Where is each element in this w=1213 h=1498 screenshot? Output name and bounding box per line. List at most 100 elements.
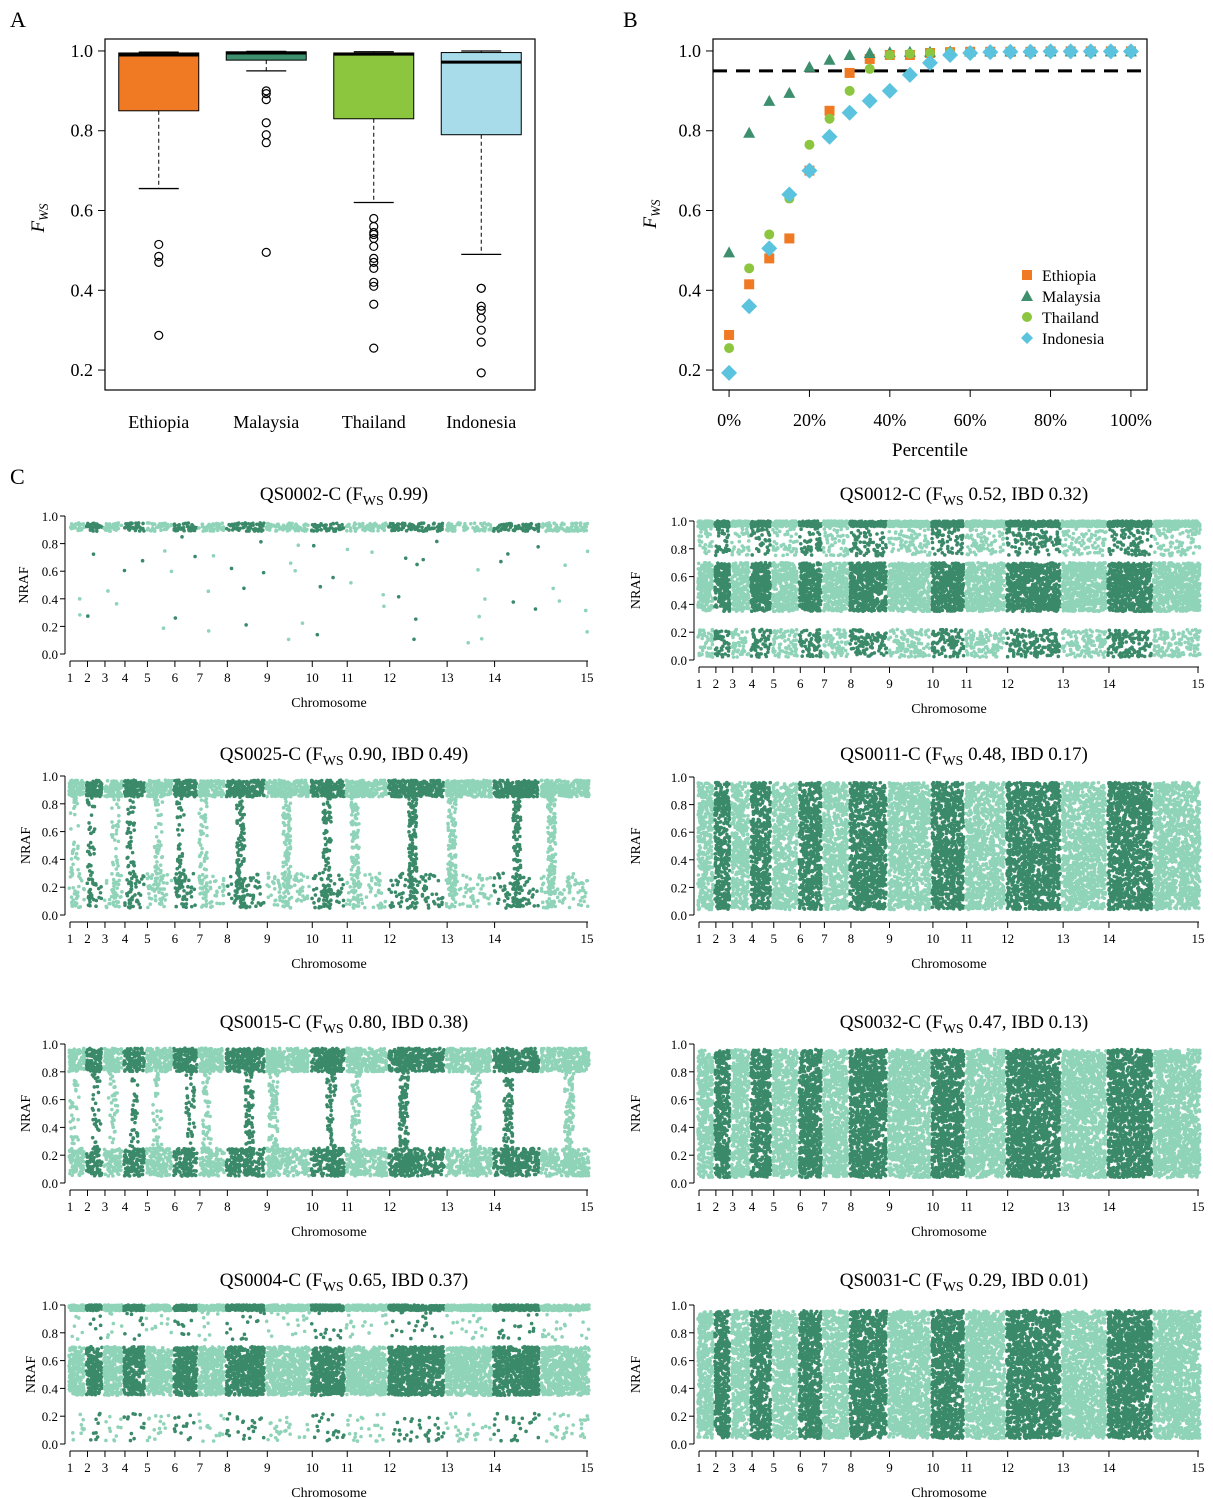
nraf-points-chr7 [197, 1303, 227, 1443]
nraf-x-tick-label: 14 [1102, 1460, 1116, 1475]
outlier-point [369, 343, 379, 353]
nraf-x-tick-label: 1 [67, 931, 74, 946]
nraf-title-sub: WS [943, 1022, 964, 1037]
nraf-x-tick-label: 2 [713, 676, 720, 691]
nraf-y-tick-label: 0.4 [671, 1120, 688, 1135]
x-tick-label: Indonesia [446, 412, 516, 432]
y-tick-label: 0.6 [679, 201, 702, 221]
nraf-x-tick-label: 14 [488, 931, 502, 946]
nraf-points-chr14 [1106, 519, 1154, 659]
nraf-panel: QS0002-C (FWS 0.99) 0.0 0.2 0.4 0.6 0.8 1.0 NRA… [17, 484, 594, 711]
nraf-x-tick-label: 10 [306, 1199, 319, 1214]
nraf-x-label: Chromosome [911, 1225, 986, 1240]
circle-marker [884, 49, 895, 60]
nraf-x-tick-label: 2 [713, 931, 720, 946]
nraf-x-tick-label: 8 [224, 1460, 231, 1475]
nraf-title-sub: WS [323, 1280, 344, 1295]
nraf-x-tick-label: 12 [383, 931, 396, 946]
boxplot-x-ticks: Ethiopia Malaysia Thailand Indonesia [128, 412, 516, 432]
nraf-y-tick-label: 0.0 [671, 653, 687, 668]
x-tick-label: 40% [873, 410, 906, 430]
nraf-x-tick-label: 3 [730, 1199, 737, 1214]
nraf-points-chr11 [963, 519, 1007, 659]
nraf-y-tick-label: 0.6 [671, 570, 688, 585]
nraf-x-tick-label: 2 [84, 670, 91, 685]
legend-label: Ethiopia [1042, 268, 1096, 285]
nraf-y-label: NRAF [19, 827, 34, 865]
nraf-y-tick-label: 0.6 [42, 1354, 59, 1369]
nraf-points-chr4 [749, 1308, 773, 1441]
circle-marker [864, 63, 875, 74]
nraf-x-tick-label: 10 [926, 676, 939, 691]
nraf-x-tick-label: 4 [749, 931, 756, 946]
nraf-points-chr1 [67, 1046, 87, 1178]
nraf-points-chr15 [1151, 780, 1202, 912]
nraf-y-tick-label: 1.0 [42, 509, 58, 524]
outlier-point [369, 241, 379, 252]
nraf-points-chr11 [344, 778, 389, 910]
nraf-points-chr10 [930, 519, 966, 659]
nraf-points-chr1 [67, 778, 87, 910]
nraf-y-tick-label: 0.2 [671, 1409, 687, 1424]
nraf-points-chr8 [848, 780, 889, 912]
nraf-x-tick-label: 13 [441, 670, 454, 685]
nraf-x-tick-label: 12 [383, 1199, 396, 1214]
nraf-x-tick-label: 2 [713, 1199, 720, 1214]
nraf-panel: QS0011-C (FWS 0.48, IBD 0.17) 0.0 0.2 0.4 0.… [629, 744, 1205, 972]
nraf-x-tick-label: 12 [1001, 931, 1014, 946]
outlier-point [369, 229, 379, 240]
diamond-marker [781, 186, 798, 203]
nraf-title-sub: WS [942, 754, 963, 769]
diamond-marker [1102, 43, 1119, 60]
outlier-point [154, 251, 164, 261]
nraf-x-tick-label: 11 [960, 1199, 973, 1214]
nraf-y-tick-label: 0.6 [671, 1093, 688, 1108]
nraf-title-rest: 0.65, IBD 0.37) [344, 1270, 469, 1291]
nraf-points-chr13 [444, 1046, 494, 1178]
nraf-x-tick-label: 3 [102, 1199, 109, 1214]
nraf-y-tick-label: 0.8 [42, 537, 58, 552]
nraf-x-tick-label: 7 [821, 1460, 828, 1475]
nraf-y-tick-label: 0.0 [671, 1176, 687, 1191]
nraf-y-label: NRAF [19, 1095, 34, 1133]
diamond-marker [942, 46, 959, 63]
nraf-x-label: Chromosome [911, 957, 986, 972]
diamond-marker [721, 364, 738, 381]
nraf-points-chr1 [68, 521, 86, 617]
nraf-points-chr2 [84, 1303, 104, 1442]
nraf-points-chr14 [1106, 780, 1154, 912]
nraf-y-label: NRAF [629, 572, 644, 610]
y-tick-label: 0.4 [71, 280, 94, 300]
nraf-x-label: Chromosome [291, 1225, 366, 1240]
nraf-x-tick-label: 7 [197, 931, 204, 946]
nraf-x-tick-label: 1 [696, 676, 703, 691]
diamond-marker [741, 298, 758, 315]
nraf-points-chr4 [122, 521, 146, 573]
nraf-x-tick-label: 10 [926, 1460, 939, 1475]
nraf-points-chr6 [172, 1303, 199, 1442]
nraf-x-tick-label: 14 [488, 1199, 502, 1214]
outlier-point [369, 299, 379, 309]
nraf-points-chr15 [539, 1046, 591, 1178]
nraf-y-tick-label: 0.0 [42, 908, 58, 923]
triangle-marker [723, 246, 736, 258]
nraf-points-chr13 [1060, 519, 1108, 659]
nraf-y-label: NRAF [24, 1356, 39, 1394]
nraf-x-tick-label: 7 [821, 1199, 828, 1214]
outlier-point [154, 239, 164, 250]
circle-marker [804, 139, 815, 150]
nraf-title-sub: WS [943, 494, 964, 509]
nraf-y-tick-label: 1.0 [671, 514, 687, 529]
nraf-y-tick-label: 0.4 [671, 597, 688, 612]
nraf-y-tick-label: 0.2 [42, 619, 58, 634]
triangle-marker [863, 46, 876, 58]
nraf-title-rest: 0.80, IBD 0.38) [344, 1012, 469, 1033]
nraf-x-tick-label: 5 [771, 1199, 778, 1214]
nraf-points-chr13 [1060, 1048, 1108, 1180]
nraf-points-chr3 [729, 1047, 751, 1180]
nraf-points-chr2 [713, 1048, 732, 1180]
nraf-y-tick-label: 0.4 [42, 852, 59, 867]
nraf-title-sub: WS [323, 1022, 344, 1037]
nraf-x-label: Chromosome [291, 1486, 366, 1498]
